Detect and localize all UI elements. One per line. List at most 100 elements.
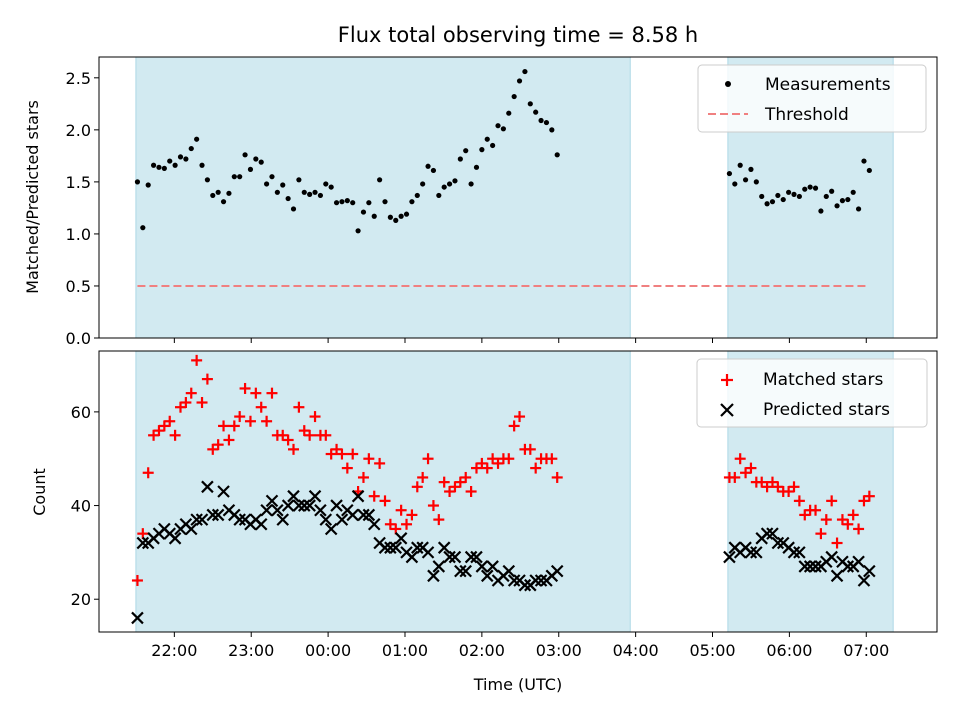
predicted-star-point (217, 485, 230, 498)
measurement-point (807, 184, 813, 190)
predicted-star-point (314, 503, 327, 517)
predicted-marker-b (480, 569, 494, 583)
predicted-marker-b (367, 518, 381, 531)
predicted-star-point (265, 494, 279, 508)
measurement-point (866, 167, 872, 174)
measurement-point (845, 196, 851, 203)
measurement-point (802, 186, 808, 192)
predicted-star-point (281, 499, 295, 512)
measurement-point (312, 189, 318, 195)
predicted-marker-b (314, 503, 327, 517)
matched-star-point (438, 476, 450, 488)
matched-star-point (185, 387, 197, 399)
bottom-x-ticks: 22:00 23:00 00:00 01:00 02:00 03:00 04:00 05:00… (151, 632, 889, 660)
predicted-star-point (201, 480, 214, 494)
measurement-point (500, 126, 506, 132)
measurement-point (549, 127, 555, 133)
predicted-star-point (303, 499, 316, 512)
measurement-point (425, 163, 431, 169)
bottom-y-ticks: 20 40 60 (71, 403, 99, 609)
x-tick-label: 04:00 (613, 641, 659, 660)
measurement-point (420, 181, 426, 187)
predicted-star-point (357, 508, 370, 522)
measurement-point (506, 110, 512, 116)
predicted-star-point (389, 541, 403, 554)
predicted-star-point (297, 499, 311, 512)
predicted-marker-b (464, 550, 478, 564)
matched-star-point (524, 443, 536, 455)
matched-star-point (503, 453, 515, 465)
predicted-star-point (502, 564, 516, 578)
predicted-star-point (437, 541, 451, 554)
matched-star-point (336, 448, 348, 460)
measurement-point (183, 156, 189, 162)
measurement-point (436, 192, 442, 199)
top-panel: 0.0 0.5 1.0 1.5 2.0 2.5 Matched/Predicted sta… (23, 56, 938, 348)
shaded-period-0 (135, 350, 631, 633)
predicted-star-point (803, 560, 817, 573)
matched-star-point (508, 420, 520, 432)
matched-star-point (218, 420, 230, 432)
matched-star-point (745, 462, 757, 474)
bottom-y-tick-label: 60 (71, 403, 91, 422)
matched-star-point (395, 504, 407, 516)
matched-star-point (842, 518, 854, 530)
measurement-point (861, 158, 867, 164)
predicted-star-point (131, 611, 144, 625)
predicted-star-point (190, 513, 203, 526)
matched-star-point (223, 434, 235, 446)
predicted-star-point (454, 564, 467, 578)
predicted-star-point (211, 508, 225, 522)
predicted-star-point (857, 574, 871, 587)
measurement-point (457, 156, 463, 162)
measurement-point (140, 225, 146, 231)
predicted-marker-b (427, 569, 440, 583)
predicted-star-point (443, 550, 456, 564)
measurement-point (543, 119, 550, 126)
matched-star-point (514, 411, 526, 423)
predicted-star-point (518, 578, 532, 592)
predicted-marker-b (798, 560, 812, 573)
predicted-marker-b (324, 522, 338, 536)
measurement-point (737, 162, 743, 168)
matched-star-point (169, 429, 181, 441)
predicted-star-point (206, 508, 220, 522)
measurement-point (328, 184, 334, 190)
predicted-star-point (475, 560, 489, 573)
predicted-star-points (131, 480, 876, 625)
predicted-marker-b (287, 489, 300, 503)
measurement-point (382, 199, 388, 205)
matched-star-point (820, 514, 832, 526)
measurement-point (150, 162, 157, 168)
predicted-marker-b (260, 503, 273, 517)
matched-star-point (427, 500, 439, 512)
matched-star-point (401, 518, 413, 530)
predicted-star-point (550, 564, 564, 578)
predicted-marker-b (857, 574, 871, 587)
predicted-star-point (470, 550, 483, 564)
measurement-point (441, 184, 447, 190)
predicted-marker-b (459, 564, 472, 578)
matched-star-point (164, 415, 176, 427)
measurement-point (167, 158, 173, 164)
matched-star-point (793, 495, 805, 507)
measurement-point (237, 174, 243, 180)
predicted-marker-b (411, 541, 424, 554)
predicted-star-point (459, 564, 472, 578)
matched-star-point (363, 453, 375, 465)
measurement-point (823, 193, 829, 200)
matched-star-point (411, 481, 423, 493)
predicted-marker-b (825, 550, 838, 564)
legend-predicted-marker (720, 403, 734, 417)
matched-star-point (250, 387, 262, 399)
predicted-star-point (292, 499, 306, 512)
measurement-point (377, 177, 383, 183)
measurement-point (366, 200, 372, 206)
predicted-star-point (308, 489, 322, 503)
bottom-y-tick-label: 20 (71, 590, 91, 609)
predicted-marker-b (529, 574, 542, 587)
predicted-marker-b (793, 546, 806, 559)
measurement-point (264, 181, 270, 187)
measurement-point (355, 228, 361, 234)
predicted-marker-b (217, 485, 230, 498)
